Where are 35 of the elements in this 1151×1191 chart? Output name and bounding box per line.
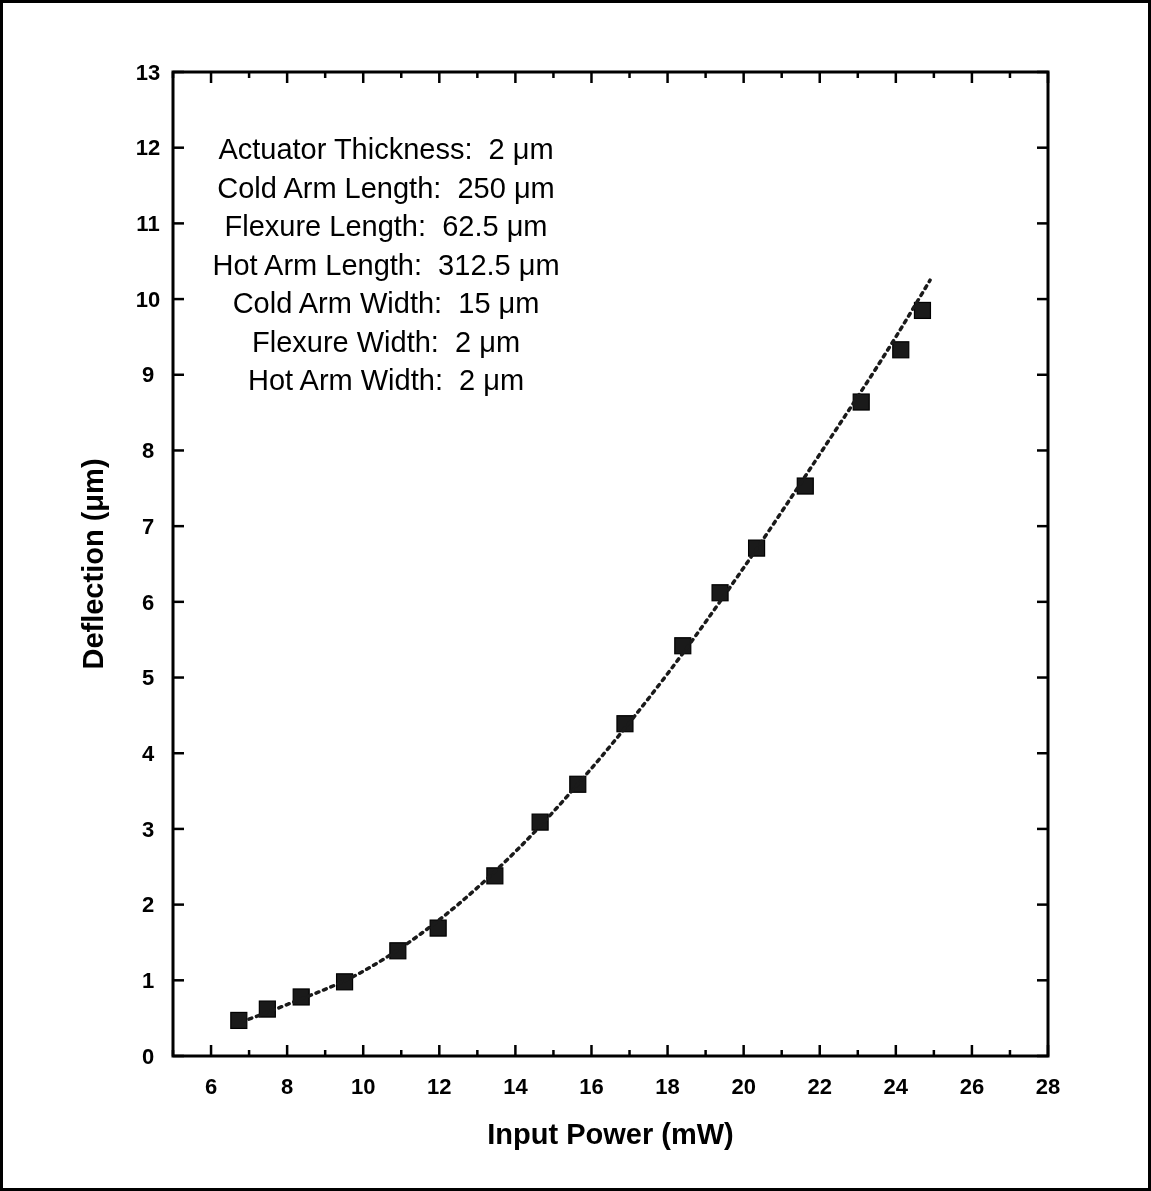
y-tick-label: 5 [141, 665, 155, 691]
x-tick-label: 26 [959, 1074, 985, 1099]
y-tick-label: 9 [141, 362, 155, 388]
x-tick-label: 24 [883, 1074, 909, 1099]
x-tick-label: 14 [503, 1074, 529, 1099]
y-tick-label: 12 [135, 135, 161, 161]
y-tick-label: 7 [141, 513, 155, 539]
x-tick-label: 20 [731, 1074, 756, 1099]
y-tick-label: 2 [141, 892, 155, 918]
x-tick-label: 28 [1035, 1074, 1061, 1099]
y-axis-title: Deflection (μm) [77, 458, 109, 670]
annotation: Hot Arm Width: 2 μm [247, 364, 525, 396]
x-tick-label: 16 [579, 1074, 604, 1099]
y-tick-label: 10 [135, 286, 161, 312]
x-tick-label: 18 [655, 1074, 680, 1099]
annotation: Actuator Thickness: 2 μm [218, 133, 554, 165]
x-tick-label: 10 [350, 1074, 376, 1099]
x-tick-label: 6 [204, 1074, 218, 1099]
y-tick-label: 3 [141, 816, 155, 842]
x-axis-title: Input Power (mW) [487, 1118, 734, 1150]
y-tick-label: 13 [135, 59, 161, 85]
y-tick-label: 11 [136, 211, 160, 237]
annotation: Flexure Width: 2 μm [251, 325, 521, 358]
annotation: Cold Arm Width: 15 μm [232, 287, 540, 319]
annotation: Cold Arm Length: 250 μm [217, 171, 555, 204]
y-tick-label: 1 [141, 968, 155, 994]
x-tick-label: 12 [427, 1074, 452, 1099]
annotation: Hot Arm Length: 312.5 μm [212, 248, 560, 281]
x-tick-label: 22 [807, 1074, 832, 1099]
annotation: Flexure Length: 62.5 μm [224, 210, 548, 242]
y-tick-label: 4 [141, 740, 155, 766]
y-tick-label: 0 [141, 1043, 155, 1069]
y-tick-label: 8 [141, 438, 155, 464]
x-tick-label: 8 [281, 1074, 294, 1099]
y-tick-label: 6 [141, 589, 155, 615]
